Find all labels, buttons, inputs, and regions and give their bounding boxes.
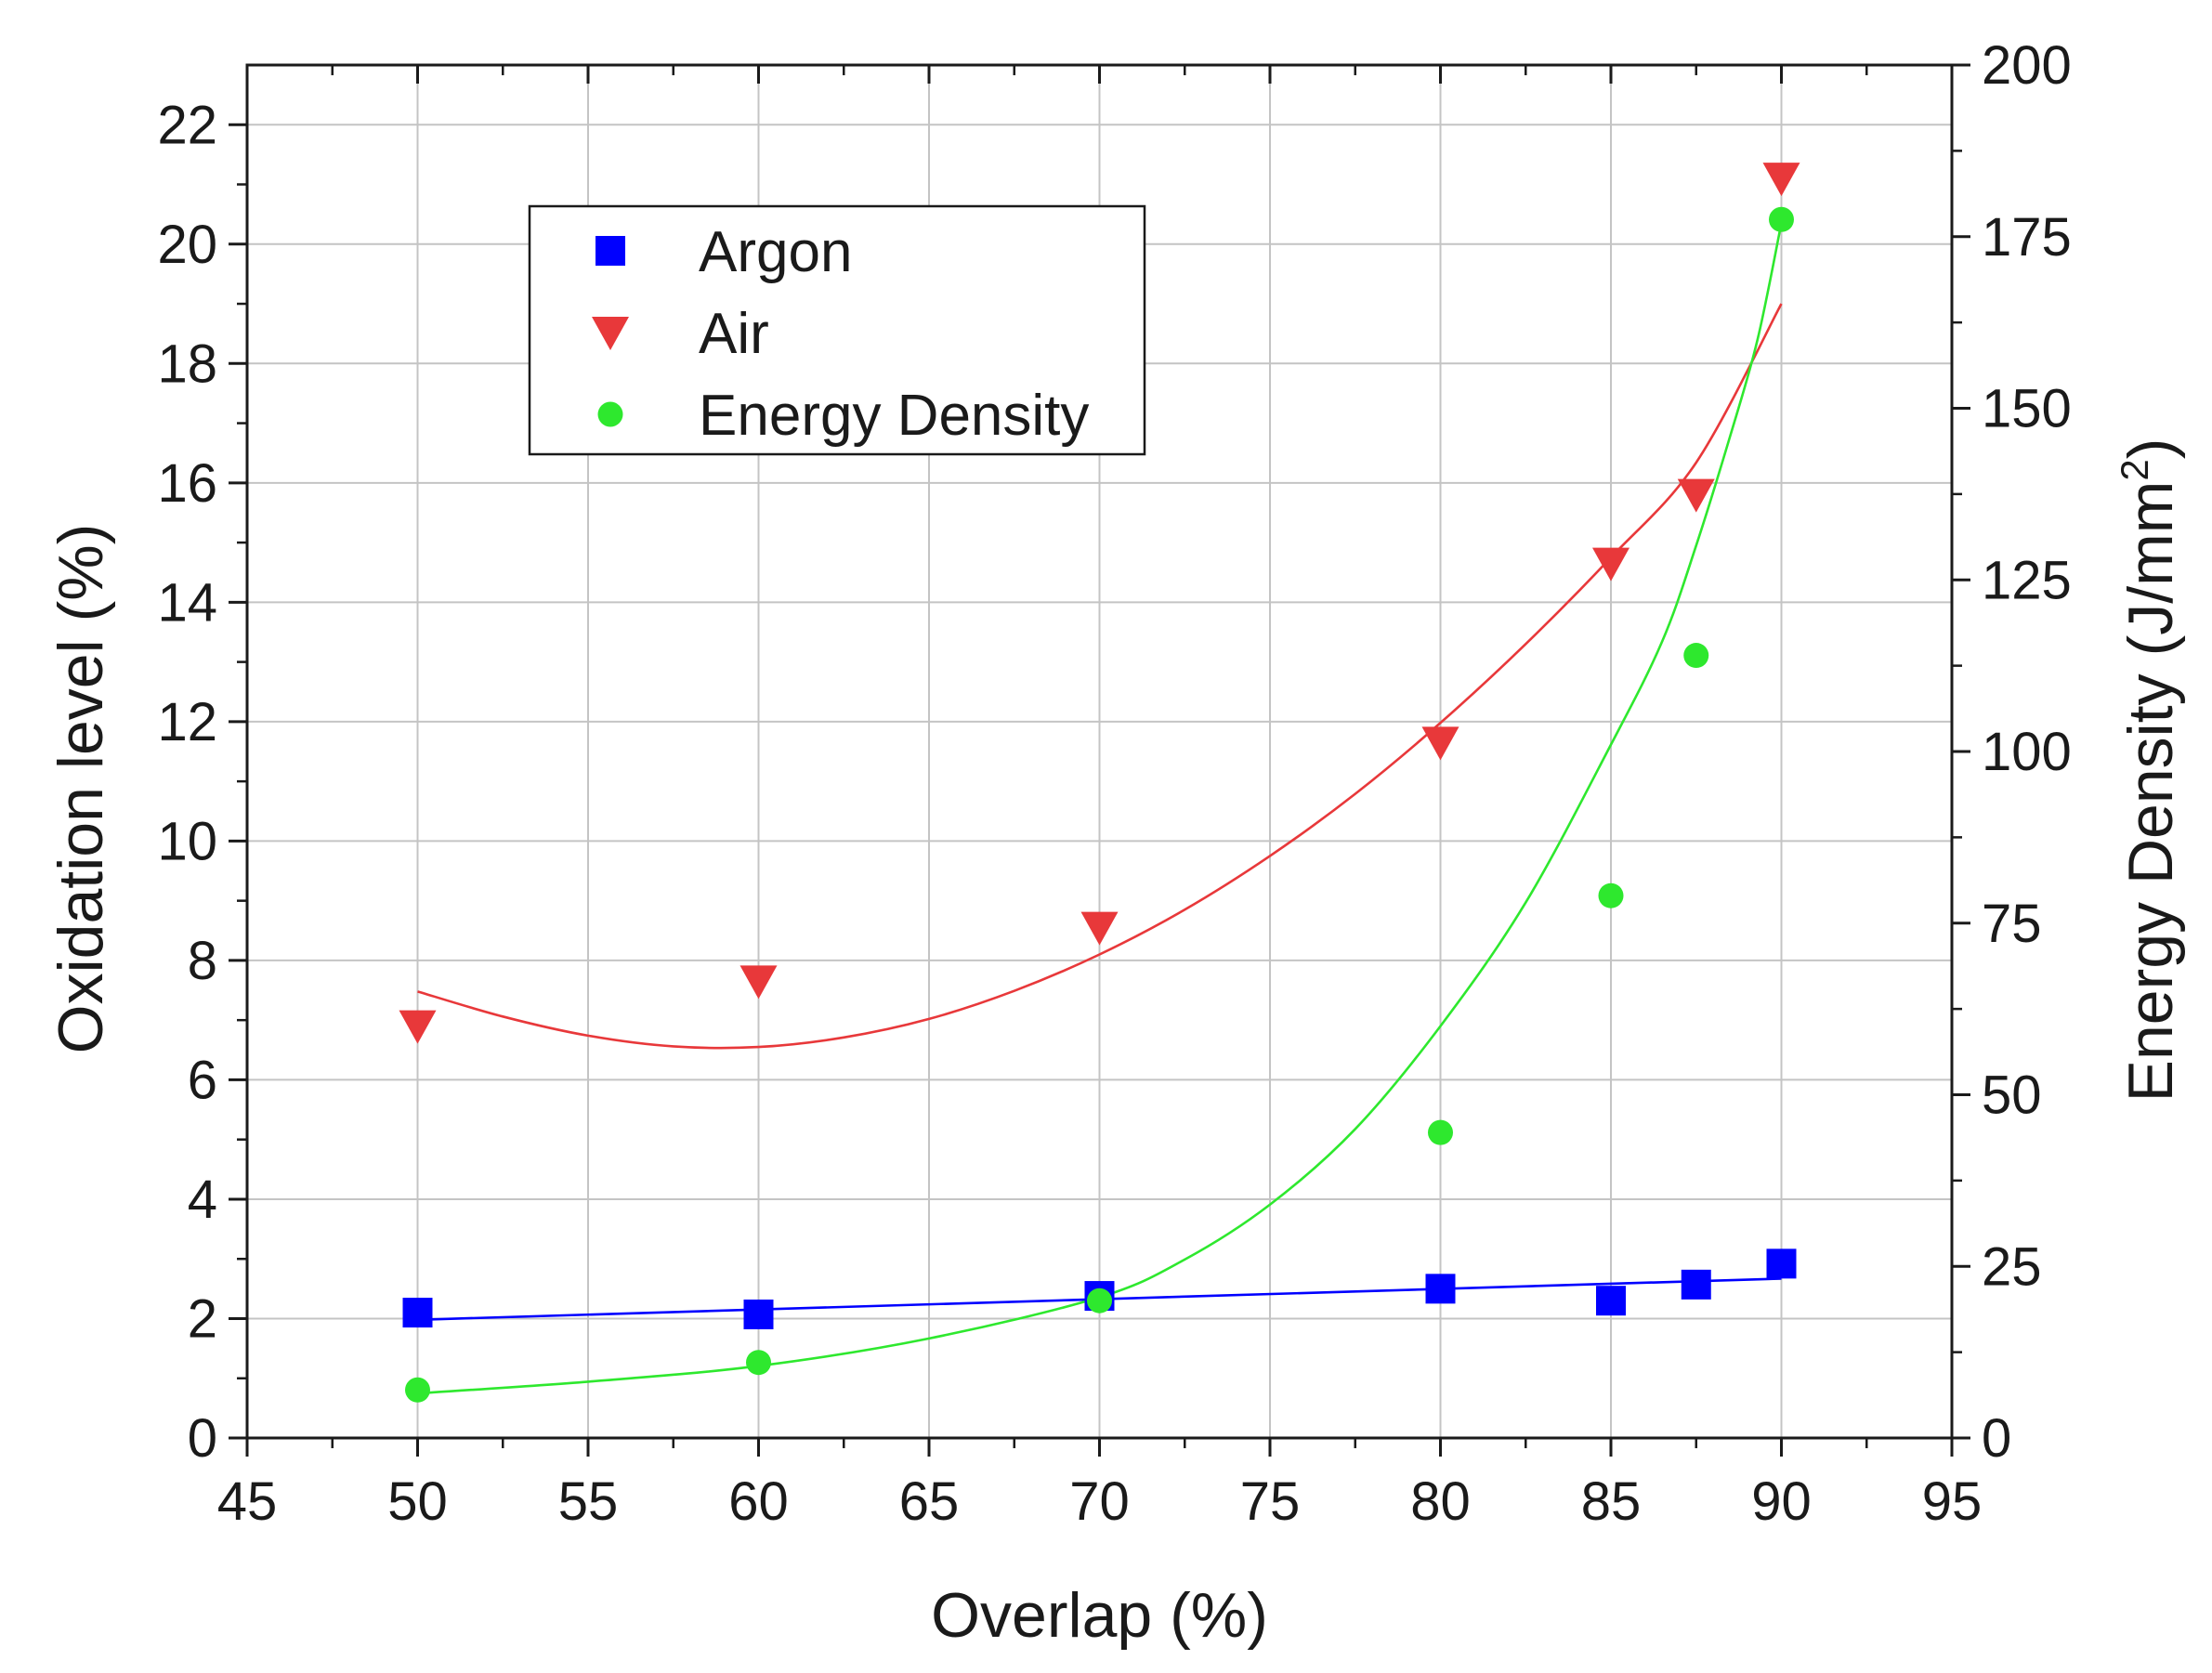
y-right-tick-label: 175 (1982, 207, 2072, 268)
x-tick-label: 85 (1581, 1471, 1642, 1532)
y-right-tick-label: 50 (1982, 1065, 2042, 1126)
y-left-tick-label: 16 (157, 453, 217, 514)
y-left-tick-label: 14 (157, 572, 217, 633)
energy-density-point (1598, 882, 1624, 908)
argon-point (1766, 1248, 1797, 1279)
y-left-tick-label: 0 (188, 1408, 217, 1469)
energy-density-point (405, 1377, 430, 1403)
legend-energy-density-label: Energy Density (699, 384, 1089, 448)
air-point (1677, 478, 1715, 513)
x-tick-label: 80 (1410, 1471, 1471, 1532)
y-axis-right-title-main: Energy Density (J/mm (2115, 481, 2186, 1103)
x-tick-label: 45 (217, 1471, 278, 1532)
energy-density-point (1428, 1119, 1453, 1145)
legend-energy-density-marker (597, 401, 623, 427)
argon-point (743, 1299, 774, 1329)
y-left-tick-label: 8 (188, 931, 217, 991)
x-tick-label: 90 (1751, 1471, 1812, 1532)
air-point (1080, 911, 1119, 946)
x-tick-label: 95 (1922, 1471, 1983, 1532)
legend: Argon Air Energy Density (528, 204, 1146, 456)
legend-box (528, 204, 1146, 456)
air-point (1421, 726, 1459, 761)
argon-point (402, 1298, 433, 1328)
x-tick-label: 65 (899, 1471, 960, 1532)
y-left-tick-label: 2 (188, 1288, 217, 1349)
y-right-tick-label: 100 (1982, 722, 2072, 782)
air-point (1762, 163, 1800, 197)
y-left-tick-label: 6 (188, 1050, 217, 1110)
energy-density-point (1087, 1287, 1112, 1314)
y-right-tick-label: 25 (1982, 1236, 2042, 1297)
y-left-tick-label: 4 (188, 1170, 217, 1230)
x-tick-label: 75 (1240, 1471, 1301, 1532)
x-tick-label: 55 (558, 1471, 619, 1532)
y-axis-right-title: Energy Density (J/mm2) (2113, 438, 2186, 1103)
air-fit-line (417, 303, 1783, 1050)
air-point (399, 1010, 437, 1044)
legend-air-label: Air (699, 302, 769, 366)
air-point (1592, 547, 1630, 582)
x-tick-label: 50 (387, 1471, 448, 1532)
data-points (399, 163, 1800, 1403)
axes: 45 50 55 60 65 70 75 80 85 90 95024681012141618202… (157, 35, 2071, 1532)
energy-density-point (746, 1350, 771, 1376)
energy-density-point (1683, 643, 1709, 669)
y-left-tick-label: 10 (157, 811, 217, 871)
y-right-tick-label: 200 (1982, 35, 2072, 96)
y-left-tick-label: 20 (157, 215, 217, 275)
energy-density-point (1769, 206, 1794, 232)
y-axis-right-title-superscript: 2 (2113, 459, 2156, 480)
argon-point (1681, 1269, 1711, 1300)
legend-air-marker (592, 317, 629, 350)
argon-point (1425, 1274, 1456, 1304)
y-axis-right-title-close: ) (2115, 438, 2186, 460)
air-point (740, 965, 778, 1000)
argon-point (1596, 1286, 1626, 1316)
x-axis-title: Overlap (%) (931, 1580, 1268, 1651)
y-left-tick-label: 12 (157, 692, 217, 752)
y-right-tick-label: 150 (1982, 379, 2072, 439)
y-right-tick-label: 125 (1982, 550, 2072, 610)
y-axis-left-title: Oxidation level (%) (46, 524, 116, 1054)
y-right-tick-label: 75 (1982, 894, 2042, 954)
x-tick-label: 60 (728, 1471, 789, 1532)
x-tick-label: 70 (1069, 1471, 1130, 1532)
y-right-tick-label: 0 (1982, 1408, 2011, 1469)
y-left-tick-label: 18 (157, 333, 217, 394)
y-left-tick-label: 22 (157, 95, 217, 155)
legend-argon-label: Argon (699, 220, 852, 284)
energy-density-fit-line (417, 222, 1783, 1395)
legend-argon-marker (596, 236, 625, 266)
